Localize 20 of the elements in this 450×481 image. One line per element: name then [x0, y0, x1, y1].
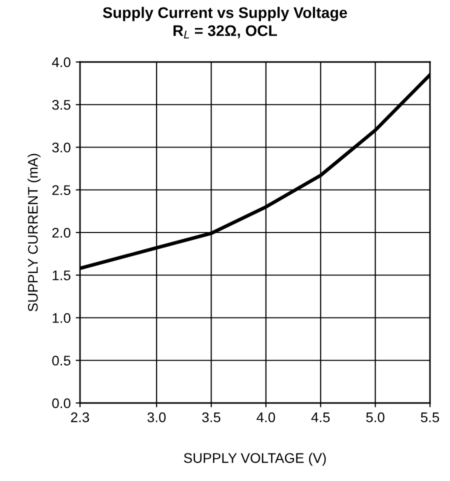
y-tick-label: 4.0 [52, 57, 70, 68]
chart-title: Supply Current vs Supply Voltage [102, 6, 348, 22]
chart-subtitle: R$_{L}$ = 32Ω, OCL [174, 25, 277, 38]
y-tick-label: 3.5 [52, 100, 70, 110]
x-tick-label: 4.5 [311, 412, 330, 422]
y-tick-label: 2.0 [52, 228, 70, 238]
y-axis-title: SUPPLY CURRENT (mA) [28, 154, 41, 312]
x-tick-label: 5.0 [366, 412, 384, 422]
x-axis-title: SUPPLY VOLTAGE (V) [184, 452, 326, 466]
y-tick-label: 2.5 [52, 185, 70, 196]
x-tick-label: 5.5 [420, 412, 440, 422]
x-tick-label: 3.5 [202, 412, 220, 422]
x-tick-label: 2.3 [71, 412, 90, 422]
y-tick-label: 1.0 [52, 313, 70, 323]
y-tick-label: 0.0 [52, 398, 70, 408]
y-tick-label: 1.5 [52, 270, 70, 280]
x-tick-label: 4.0 [256, 412, 276, 422]
x-tick-label: 3.0 [147, 412, 166, 422]
y-tick-label: 3.0 [52, 142, 70, 152]
y-tick-label: 0.5 [52, 356, 70, 366]
